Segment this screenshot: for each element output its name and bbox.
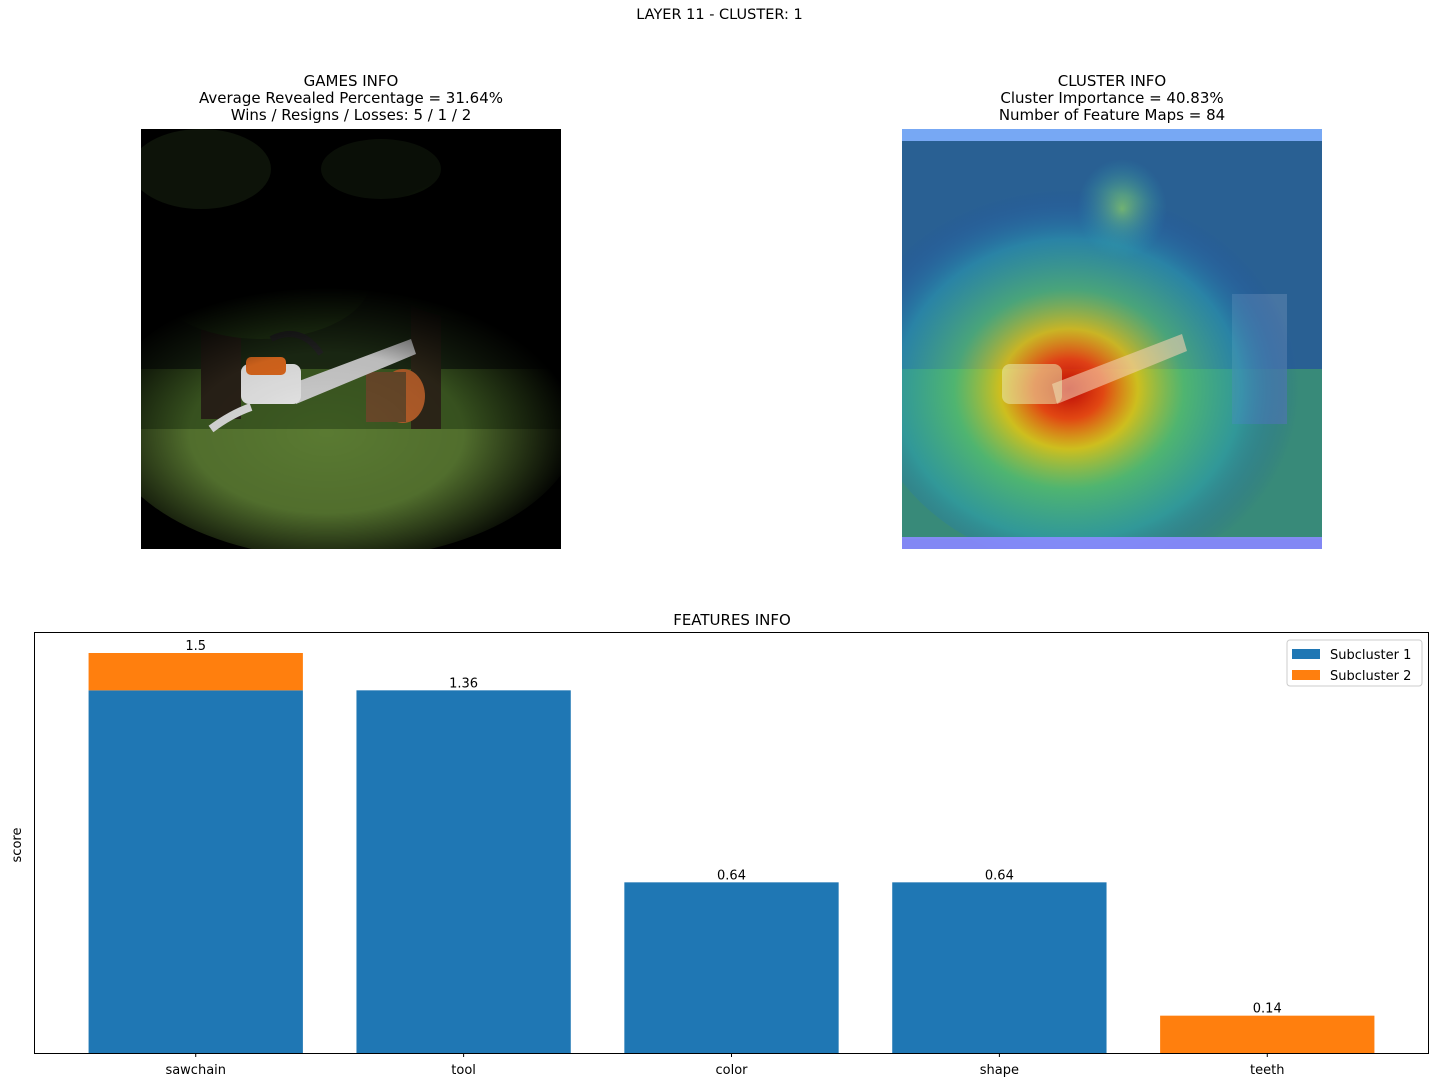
cluster-info-title: CLUSTER INFO: [1057, 72, 1167, 90]
bar-teeth-subcluster-2: [1160, 1015, 1375, 1053]
bar-tool-subcluster-1: [356, 690, 571, 1053]
games-info-title: GAMES INFO: [303, 72, 399, 90]
masked-chainsaw-image: [141, 129, 561, 549]
feature-maps-count-text: Number of Feature Maps = 84: [998, 106, 1226, 124]
bar-sawchain-subcluster-1: [88, 690, 303, 1053]
bar-value-label-sawchain: 1.5: [185, 639, 206, 654]
bar-value-label-shape: 0.64: [985, 868, 1014, 883]
x-tick-label-teeth: teeth: [1250, 1063, 1284, 1078]
bar-color-subcluster-1: [624, 882, 839, 1053]
bar-value-label-tool: 1.36: [449, 676, 478, 691]
x-tick-label-tool: tool: [451, 1063, 476, 1078]
legend-box: [1286, 639, 1423, 687]
y-axis-label: score: [10, 828, 25, 863]
legend: Subcluster 1 Subcluster 2: [1286, 639, 1423, 687]
x-tick-label-shape: shape: [980, 1063, 1019, 1078]
legend-swatch-subcluster-2: [1292, 670, 1320, 680]
legend-label-subcluster-1: Subcluster 1: [1330, 648, 1411, 663]
plot-frame: [34, 632, 1429, 1054]
bar-shape-subcluster-1: [892, 882, 1107, 1053]
x-tick-label-sawchain: sawchain: [165, 1063, 226, 1078]
revealed-percentage-text: Average Revealed Percentage = 31.64%: [198, 89, 503, 107]
bar-value-label-color: 0.64: [717, 868, 746, 883]
wins-resigns-losses-text: Wins / Resigns / Losses: 5 / 1 / 2: [230, 106, 472, 124]
cluster-importance-text: Cluster Importance = 40.83%: [1000, 89, 1224, 107]
games-info-header: GAMES INFO Average Revealed Percentage =…: [141, 73, 561, 124]
legend-swatch-subcluster-1: [1292, 649, 1320, 659]
x-tick-label-color: color: [715, 1063, 748, 1078]
chart-title: FEATURES INFO: [673, 611, 791, 629]
legend-label-subcluster-2: Subcluster 2: [1330, 669, 1411, 684]
figure-title: LAYER 11 - CLUSTER: 1: [636, 7, 803, 23]
heatmap-overlay-image: [902, 129, 1322, 549]
bar-value-label-teeth: 0.14: [1253, 1002, 1282, 1017]
bar-sawchain-subcluster-2: [88, 653, 303, 691]
cluster-info-header: CLUSTER INFO Cluster Importance = 40.83%…: [902, 73, 1322, 124]
